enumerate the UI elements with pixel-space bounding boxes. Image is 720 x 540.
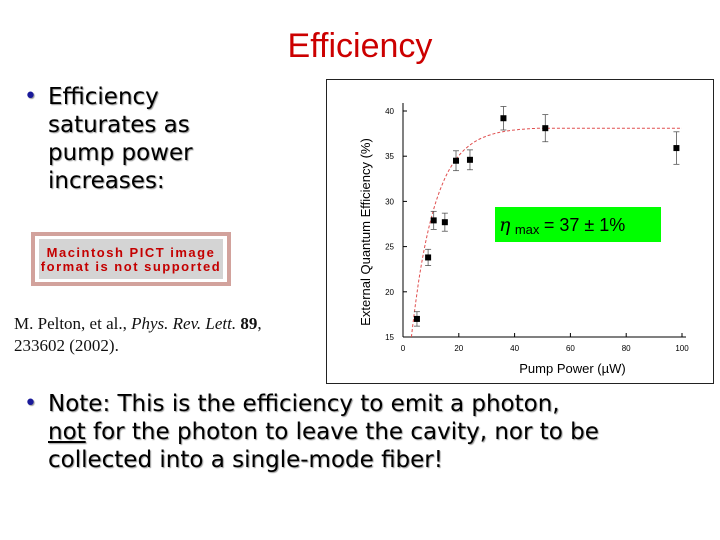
x-tick-label: 60 (566, 344, 575, 353)
citation: M. Pelton, et al., Phys. Rev. Lett. 89, … (14, 313, 314, 357)
data-point (466, 156, 473, 163)
data-point (413, 315, 420, 322)
unsupported-image-placeholder: Macintosh PICT image format is not suppo… (31, 232, 231, 286)
data-point (441, 219, 448, 226)
x-tick-label: 0 (401, 344, 406, 353)
y-tick-label: 25 (385, 243, 394, 252)
chart-svg: Pump Power (µW) External Quantum Efficie… (358, 103, 689, 376)
citation-volume: 89 (240, 314, 258, 333)
bullet-dot: • (24, 84, 37, 109)
note-text-post: for the photon to leave the cavity, nor … (48, 419, 599, 473)
note-text: Note: This is the efficiency to emit a p… (48, 390, 698, 474)
data-point (673, 145, 680, 152)
annotation-value: = 37 ± 1% (544, 215, 625, 235)
citation-rest: , 233602 (2002). (14, 314, 262, 355)
bullet-text: Efficiency saturates as pump power incre… (48, 84, 193, 194)
x-tick-label: 20 (454, 344, 463, 353)
data-point (542, 125, 549, 132)
citation-authors: M. Pelton, et al., (14, 314, 127, 333)
note-text-not: not (48, 419, 86, 445)
x-tick-label: 100 (675, 344, 689, 353)
y-tick-label: 35 (385, 152, 394, 161)
citation-journal: Phys. Rev. Lett. (131, 314, 237, 333)
efficiency-chart: Pump Power (µW) External Quantum Efficie… (326, 79, 714, 384)
y-tick-label: 40 (385, 107, 394, 116)
eta-max-annotation: η max = 37 ± 1% (495, 207, 661, 242)
y-tick-label: 15 (385, 333, 394, 342)
note-text-pre: Note: This is the efficiency to emit a p… (48, 391, 560, 417)
x-tick-label: 80 (622, 344, 631, 353)
annotation-eta: η (499, 214, 511, 236)
x-axis-label: Pump Power (µW) (519, 361, 625, 376)
data-point (425, 254, 432, 261)
y-tick-label: 30 (385, 197, 394, 206)
bullet-dot: • (24, 391, 37, 416)
annotation-background (495, 207, 661, 242)
annotation-sub: max (515, 222, 540, 237)
svg-text:η max = 37 ±: η max = 37 ± 1% (499, 214, 625, 238)
slide-title: Efficiency (287, 27, 433, 65)
x-tick-label: 40 (510, 344, 519, 353)
data-point (500, 115, 507, 122)
y-tick-label: 20 (385, 288, 394, 297)
data-point (453, 157, 460, 164)
y-axis-label: External Quantum Efficiency (%) (358, 138, 373, 326)
pict-placeholder-text: Macintosh PICT image format is not suppo… (39, 239, 223, 279)
data-point (430, 217, 437, 224)
